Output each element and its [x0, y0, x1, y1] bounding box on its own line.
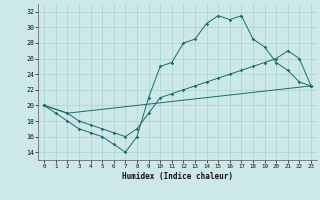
- X-axis label: Humidex (Indice chaleur): Humidex (Indice chaleur): [122, 172, 233, 181]
